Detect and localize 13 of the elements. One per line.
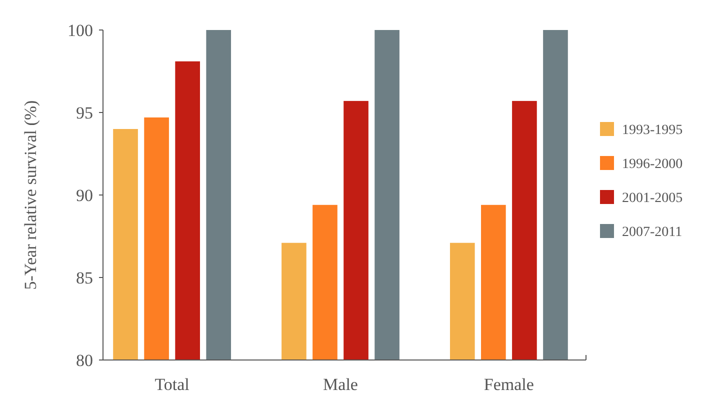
legend-label: 1996-2000 <box>622 156 683 172</box>
x-tick-label: Male <box>323 375 358 394</box>
x-tick-label: Female <box>484 375 534 394</box>
y-axis-title: 5-Year relative survival (%) <box>21 100 40 290</box>
y-tick-label: 90 <box>76 186 93 205</box>
y-tick-label: 80 <box>76 350 93 370</box>
y-tick-label: 85 <box>76 268 93 288</box>
y-tick-label: 100 <box>68 20 93 40</box>
legend-label: 2007-2011 <box>622 224 682 240</box>
y-tick-label: 95 <box>76 103 93 122</box>
legend-label: 2001-2005 <box>622 190 683 206</box>
legend-label: 1993-1995 <box>622 122 683 138</box>
x-tick-label: Total <box>154 375 190 394</box>
